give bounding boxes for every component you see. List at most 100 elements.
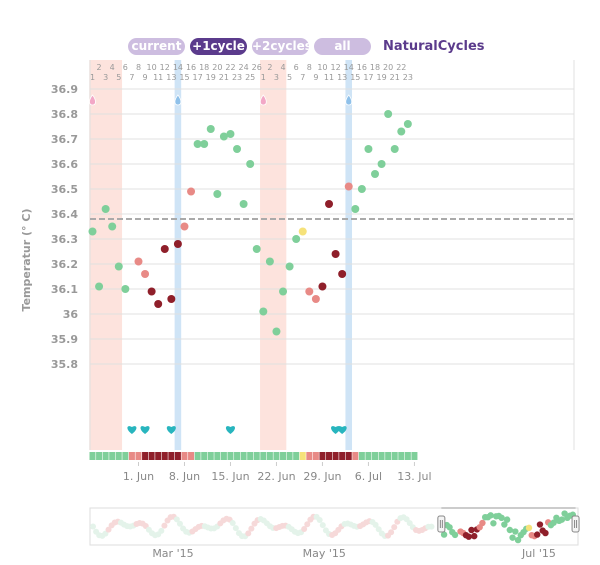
navigator-point [514,536,522,544]
y-axis-ticks: 35.8 35.9 36 36.1 36.2 36.3 36.4 36.5 36.6 36.7 36… [51,83,78,371]
status-day-cell [155,452,162,460]
heart-icon [140,426,150,434]
navigator-history-point [158,527,165,534]
temperature-point [187,187,196,196]
navigator-point [490,520,497,527]
y-tick-label: 36.7 [51,133,78,146]
cycle-day-number: 15 [179,73,189,82]
temperature-point [154,300,163,308]
temperature-point [252,245,261,253]
temperature-point [141,270,150,278]
cycle-day-number: 22 [396,63,406,72]
plus-one-cycle-button[interactable]: +1cycle [190,38,247,55]
temperature-point [390,145,399,153]
status-day-cell [220,452,227,460]
temperature-point [239,200,248,208]
cycle-day-number: 2 [97,63,102,72]
cycle-day-number: 17 [363,73,373,82]
plus-two-cycles-button[interactable]: +2cycles [252,38,309,55]
temperature-point [357,185,366,193]
cycle-day-number: 10 [317,63,327,72]
status-day-cell [102,452,109,460]
navigator-handle[interactable] [437,515,446,533]
status-day-cell [391,452,398,460]
navigator-history-point [248,525,255,532]
cycle-day-number: 8 [307,63,312,72]
navigator-history-point [232,525,239,532]
status-day-cell [326,452,333,460]
navigator-history-point [90,523,96,530]
status-day-cell [194,452,201,460]
status-day-cell [253,452,260,460]
temperature-point [351,205,360,213]
y-tick-label: 35.8 [51,358,78,371]
navigator-history-point [176,520,183,527]
cycle-day-number: 15 [350,73,360,82]
navigator-point [498,514,505,521]
all-cycles-button[interactable]: all [314,38,371,55]
status-day-cell [385,452,392,460]
status-day-cell [260,452,267,460]
cycle-day-number: 11 [324,73,334,82]
navigator-point [534,531,541,538]
status-day-cell [319,452,326,460]
cycle-day-number: 16 [186,63,196,72]
navigator-history-point [428,523,435,530]
cycle-range-selector: current +1cycle +2cycles all NaturalCycl… [0,36,600,58]
navigator-history-point [406,520,413,527]
navigator-point [536,521,544,528]
status-day-cell [207,452,214,460]
navigator-point [509,534,516,541]
temperature-point [259,307,268,316]
y-tick-label: 36.1 [51,283,78,296]
cycle-day-number: 4 [110,63,115,72]
cycle-day-number: 26 [252,63,262,72]
status-day-cell [188,452,195,460]
x-date-label: 1. Jun [123,470,154,483]
temperature-point [305,287,314,296]
heart-markers [127,426,347,434]
ovulation-drop-icon [345,94,353,106]
temperature-point [311,295,320,303]
period-band [260,60,287,450]
x-axis-date-labels: 1. Jun 8. Jun 15. Jun 22. Jun 29. Jun 6. Jul 1… [123,462,432,483]
navigator-history-point [105,526,112,533]
temperature-point [219,132,228,141]
temperature-point [318,282,327,291]
navigator-handle[interactable] [571,515,580,533]
temperature-point [403,120,412,128]
grid-lines [89,60,575,450]
navigator-point [487,512,494,519]
temperature-point [121,285,130,293]
navigator-point [558,516,566,523]
temperature-point [213,190,222,198]
x-date-label: 6. Jul [355,470,382,483]
navigator-point [465,533,472,540]
current-cycle-button[interactable]: current [128,38,185,55]
status-day-cell [293,452,300,460]
cycle-day-number: 6 [294,63,299,72]
status-day-cell [286,452,293,460]
navigator-point [440,531,448,538]
temperature-point [371,170,380,178]
cycle-day-number: 3 [274,73,279,82]
cycle-day-number: 23 [232,73,242,82]
status-day-cell [168,452,175,460]
status-day-cell [201,452,208,460]
status-day-cell [109,452,116,460]
cycle-day-number: 11 [153,73,163,82]
drop-markers [89,94,353,106]
cycle-day-number: 13 [337,73,347,82]
cycle-day-number: 25 [245,73,255,82]
temperature-point [331,250,340,258]
cycle-day-number: 19 [206,73,216,82]
status-day-cell [128,452,135,460]
cycle-day-number: 7 [300,73,305,82]
status-day-cell [345,452,352,460]
status-day-cell [299,452,306,460]
x-date-label: 13. Jul [397,470,431,483]
period-drop-icon [89,94,96,106]
temperature-point [200,140,209,148]
y-tick-label: 36.8 [51,108,78,121]
cycle-day-number: 20 [383,63,393,72]
